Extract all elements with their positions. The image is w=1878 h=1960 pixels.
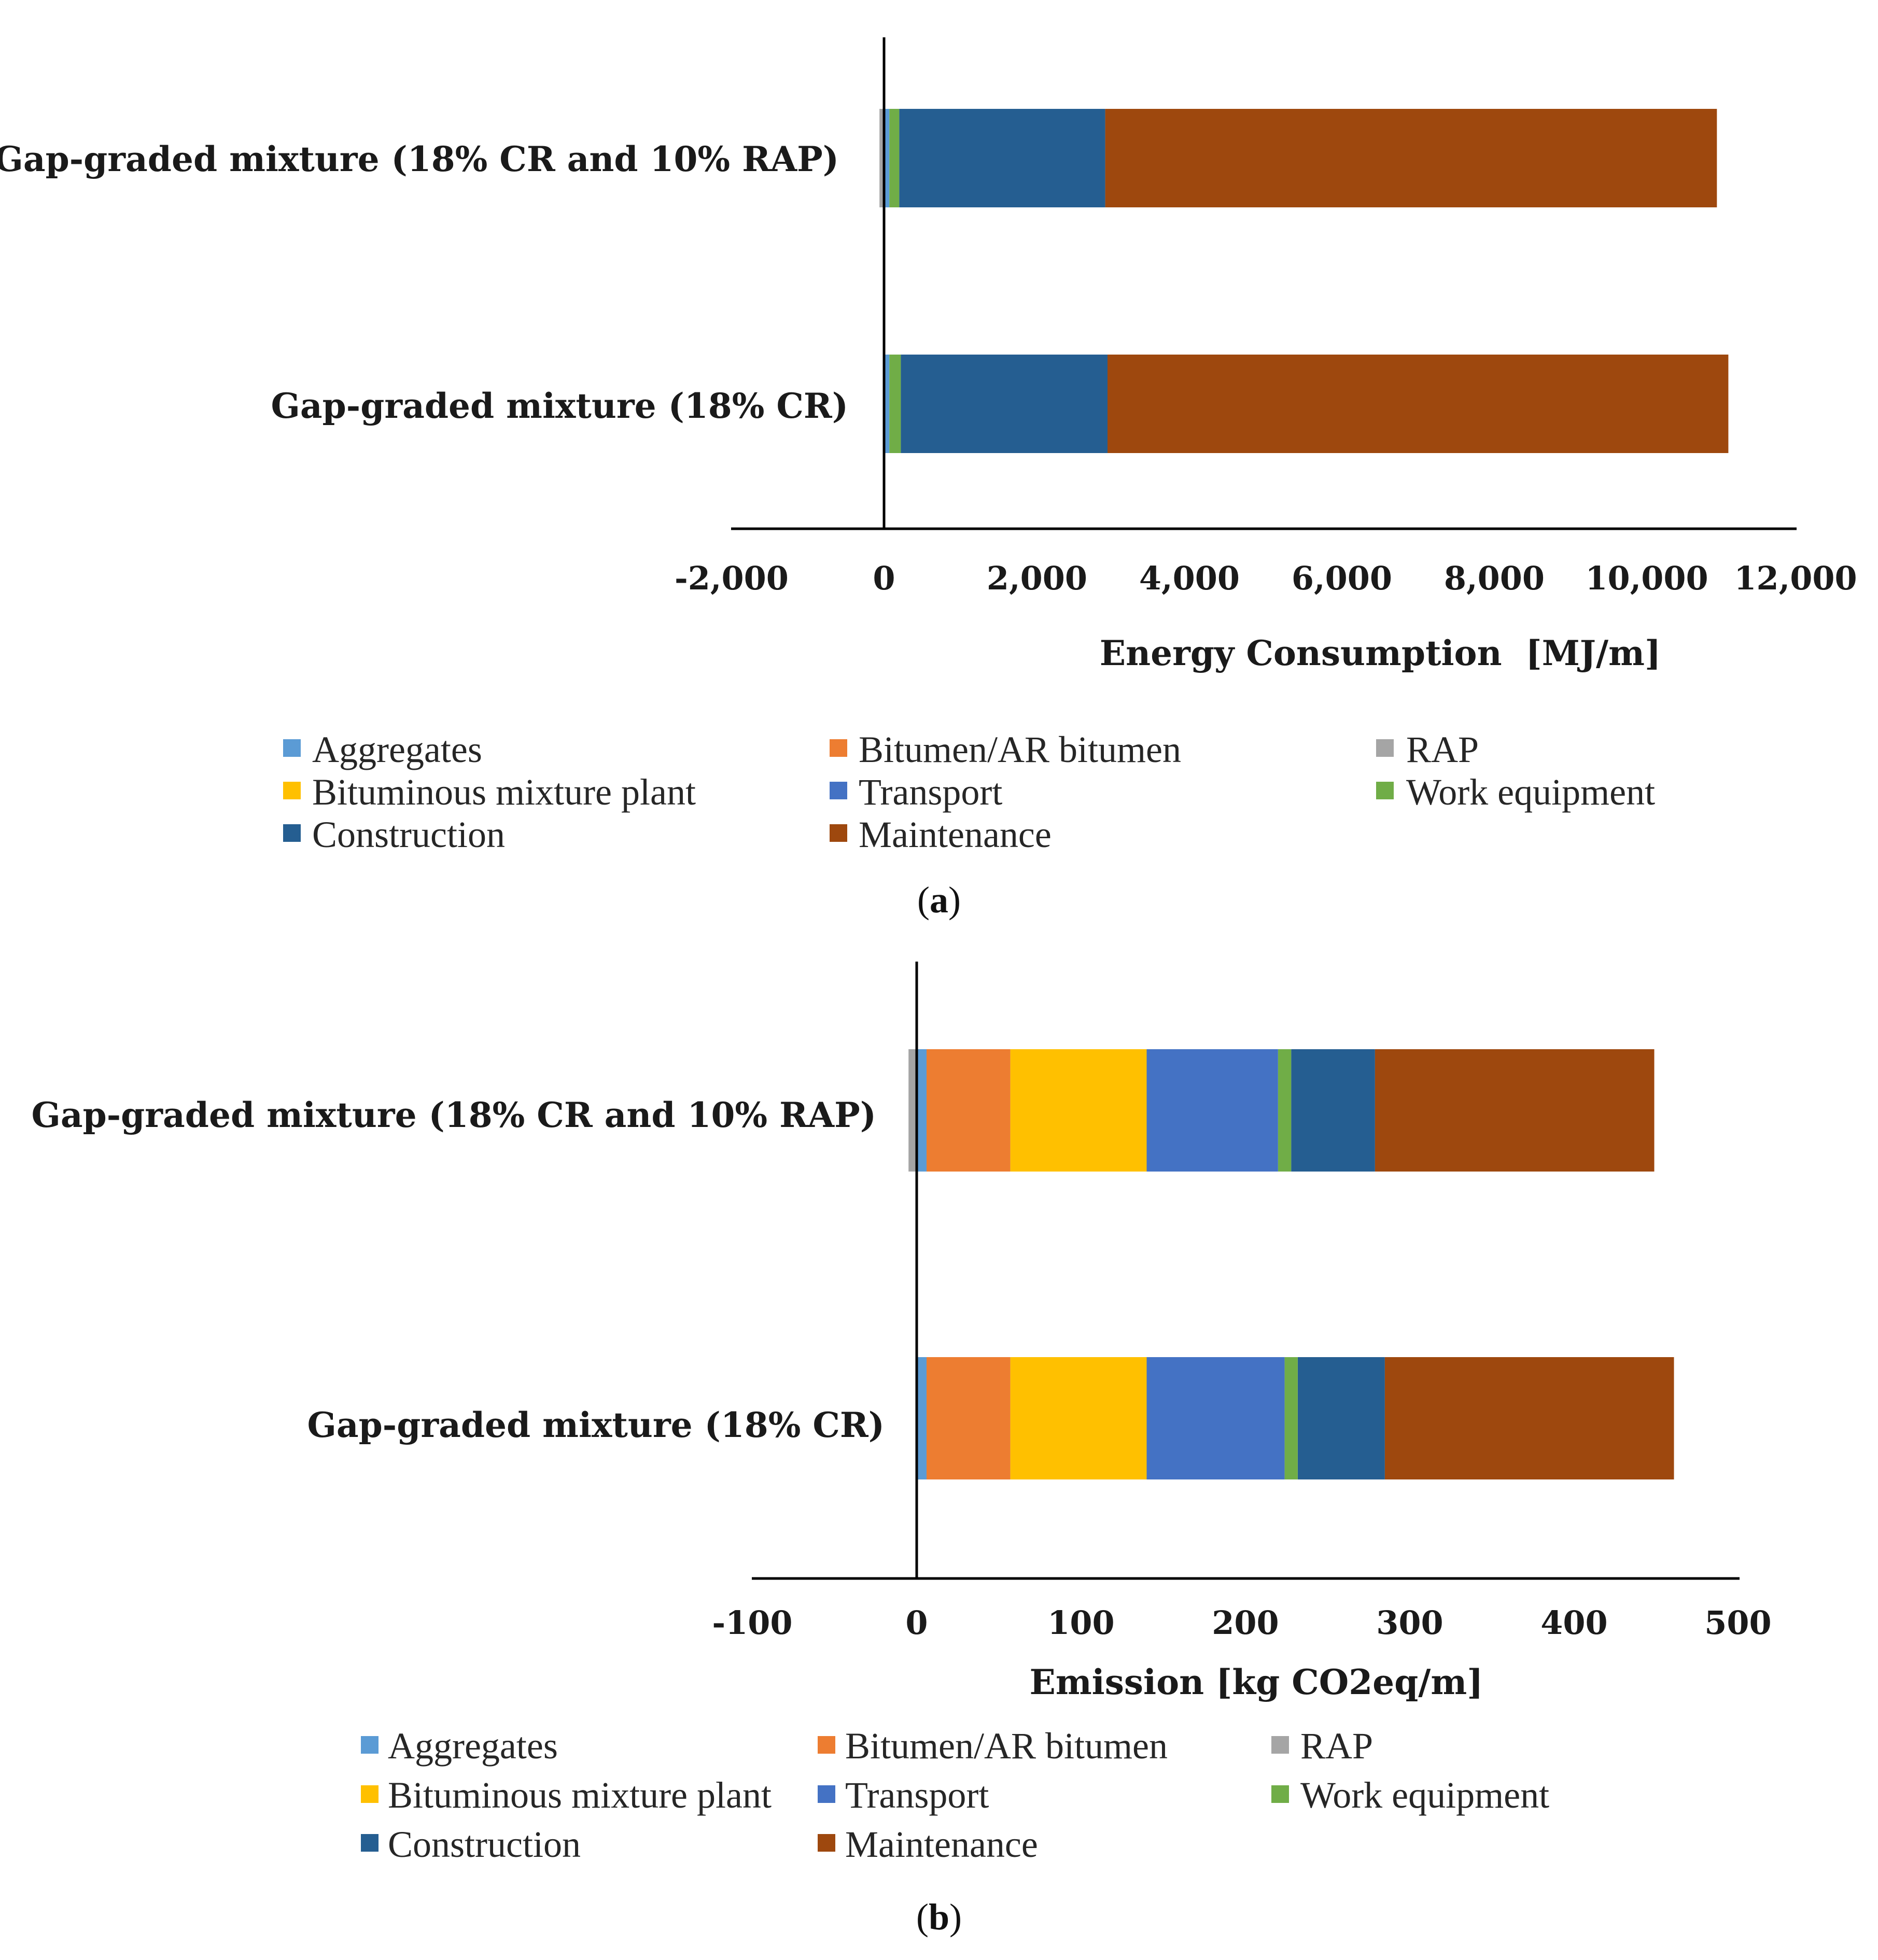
legend-label-construction: Construction <box>312 814 505 855</box>
chart-b-bar-segment-aggregates-row-1 <box>917 1049 927 1172</box>
chart-a-x-tick-label: 4,000 <box>1139 559 1240 597</box>
chart-b-x-tick-label: 200 <box>1212 1604 1279 1642</box>
chart-a-legend: Aggregates Bitumen/AR bitumen RAP Bitumi… <box>283 729 1655 855</box>
legend-label-aggregates: Aggregates <box>388 1725 558 1767</box>
chart-a-x-tick-label: 0 <box>873 559 895 597</box>
chart-a-bar-segment-construction-row-2 <box>901 355 1108 453</box>
chart-a-x-tick-label: 8,000 <box>1444 559 1545 597</box>
chart-a-x-tick-labels: -2,000 0 2,000 4,000 6,000 8,000 10,000 … <box>675 559 1857 597</box>
chart-b-bar-segment-work-equipment-row-1 <box>1278 1049 1292 1172</box>
chart-a-x-tick-label: 6,000 <box>1292 559 1392 597</box>
chart-b-bar-segment-rap-row-1 <box>908 1049 917 1172</box>
legend-swatch-work-equipment <box>1376 782 1394 799</box>
legend-swatch-transport <box>818 1785 835 1803</box>
chart-b-x-tick-label: -100 <box>712 1604 792 1642</box>
legend-swatch-maintenance <box>830 824 847 842</box>
legend-label-transport: Transport <box>845 1774 989 1816</box>
legend-swatch-maintenance <box>818 1834 835 1852</box>
chart-b-caption: (b) <box>916 1896 962 1938</box>
chart-a-bar-segment-rap-row-1 <box>879 109 884 207</box>
chart-b-category-label: Gap-graded mixture (18% CR) <box>307 1405 885 1445</box>
legend-label-bituminous-plant: Bituminous mixture plant <box>312 771 696 813</box>
legend-swatch-construction <box>283 824 301 842</box>
chart-a-category-label: Gap-graded mixture (18% CR and 10% RAP) <box>0 139 839 179</box>
legend-label-aggregates: Aggregates <box>312 729 482 770</box>
chart-b-bar-segment-work-equipment-row-2 <box>1284 1357 1298 1479</box>
chart-b-legend: Aggregates Bitumen/AR bitumen RAP Bitumi… <box>361 1725 1549 1865</box>
chart-b-bar-segment-maintenance-row-1 <box>1375 1049 1655 1172</box>
chart-b-x-tick-label: 400 <box>1540 1604 1607 1642</box>
chart-a-bar-segment-maintenance-row-1 <box>1105 109 1717 207</box>
legend-swatch-rap <box>1271 1736 1289 1754</box>
chart-b-x-tick-label: 300 <box>1376 1604 1443 1642</box>
chart-b-bar-segment-transport-row-2 <box>1146 1357 1285 1479</box>
legend-label-rap: RAP <box>1300 1725 1373 1767</box>
chart-a-bar-segment-construction-row-1 <box>899 109 1105 207</box>
legend-label-bitumen: Bitumen/AR bitumen <box>859 729 1181 770</box>
chart-b-emission: Gap-graded mixture (18% CR and 10% RAP) … <box>31 962 1772 1938</box>
chart-a-x-tick-label: 2,000 <box>987 559 1087 597</box>
chart-b-x-tick-labels: -100 0 100 200 300 400 500 <box>712 1604 1771 1642</box>
legend-label-work-equipment: Work equipment <box>1300 1774 1549 1816</box>
legend-swatch-bituminous-plant <box>361 1785 379 1803</box>
chart-b-x-axis-title: Emission [kg CO2eq/m] <box>1030 1662 1483 1702</box>
legend-label-maintenance: Maintenance <box>859 814 1052 855</box>
chart-a-x-tick-label: 10,000 <box>1585 559 1708 597</box>
chart-a-caption: (a) <box>917 879 961 921</box>
chart-a-caption-letter: a <box>930 879 948 921</box>
legend-label-transport: Transport <box>859 771 1002 813</box>
chart-a-bars <box>879 109 1729 453</box>
chart-b-bar-segment-transport-row-1 <box>1146 1049 1278 1172</box>
chart-b-bar-segment-construction-row-1 <box>1291 1049 1375 1172</box>
legend-label-maintenance: Maintenance <box>845 1824 1038 1865</box>
legend-swatch-bituminous-plant <box>283 782 301 799</box>
chart-a-bar-segment-aggregates-row-2 <box>884 355 890 453</box>
legend-label-bitumen: Bitumen/AR bitumen <box>845 1725 1168 1767</box>
legend-swatch-rap <box>1376 739 1394 757</box>
chart-a-bar-segment-maintenance-row-2 <box>1108 355 1729 453</box>
chart-b-x-tick-label: 100 <box>1047 1604 1114 1642</box>
legend-label-work-equipment: Work equipment <box>1406 771 1655 813</box>
chart-a-energy-consumption: Gap-graded mixture (18% CR and 10% RAP) … <box>0 37 1857 921</box>
chart-a-bar-segment-work-equipment-row-2 <box>889 355 901 453</box>
chart-b-bar-segment-maintenance-row-2 <box>1384 1357 1674 1479</box>
legend-swatch-bitumen <box>818 1736 835 1754</box>
legend-swatch-aggregates <box>283 739 301 757</box>
chart-b-category-label: Gap-graded mixture (18% CR and 10% RAP) <box>31 1095 876 1135</box>
legend-swatch-aggregates <box>361 1736 379 1754</box>
chart-b-bar-segment-bitumen-ar-bitumen-row-2 <box>927 1357 1011 1479</box>
legend-swatch-work-equipment <box>1271 1785 1289 1803</box>
chart-a-x-tick-label: -2,000 <box>675 559 789 597</box>
legend-swatch-construction <box>361 1834 379 1852</box>
legend-swatch-bitumen <box>830 739 847 757</box>
chart-b-bar-segment-aggregates-row-2 <box>917 1357 927 1479</box>
chart-b-bar-segment-bitumen-ar-bitumen-row-1 <box>927 1049 1011 1172</box>
chart-a-bar-segment-aggregates-row-1 <box>884 109 890 207</box>
legend-label-rap: RAP <box>1406 729 1479 770</box>
legend-swatch-transport <box>830 782 847 799</box>
chart-a-x-axis-title: Energy Consumption [MJ/m] <box>1100 633 1661 673</box>
chart-a-category-label: Gap-graded mixture (18% CR) <box>271 386 848 426</box>
chart-a-x-tick-label: 12,000 <box>1734 559 1857 597</box>
chart-b-caption-letter: b <box>929 1896 949 1938</box>
chart-b-bars <box>908 1049 1674 1479</box>
legend-label-bituminous-plant: Bituminous mixture plant <box>388 1774 772 1816</box>
chart-b-bar-segment-bituminous-mixture-plant-row-2 <box>1010 1357 1147 1479</box>
chart-a-bar-segment-work-equipment-row-1 <box>889 109 900 207</box>
chart-b-x-tick-label: 500 <box>1704 1604 1771 1642</box>
chart-b-bar-segment-bituminous-mixture-plant-row-1 <box>1010 1049 1147 1172</box>
chart-b-bar-segment-construction-row-2 <box>1298 1357 1385 1479</box>
legend-label-construction: Construction <box>388 1824 581 1865</box>
chart-b-x-tick-label: 0 <box>905 1604 928 1642</box>
